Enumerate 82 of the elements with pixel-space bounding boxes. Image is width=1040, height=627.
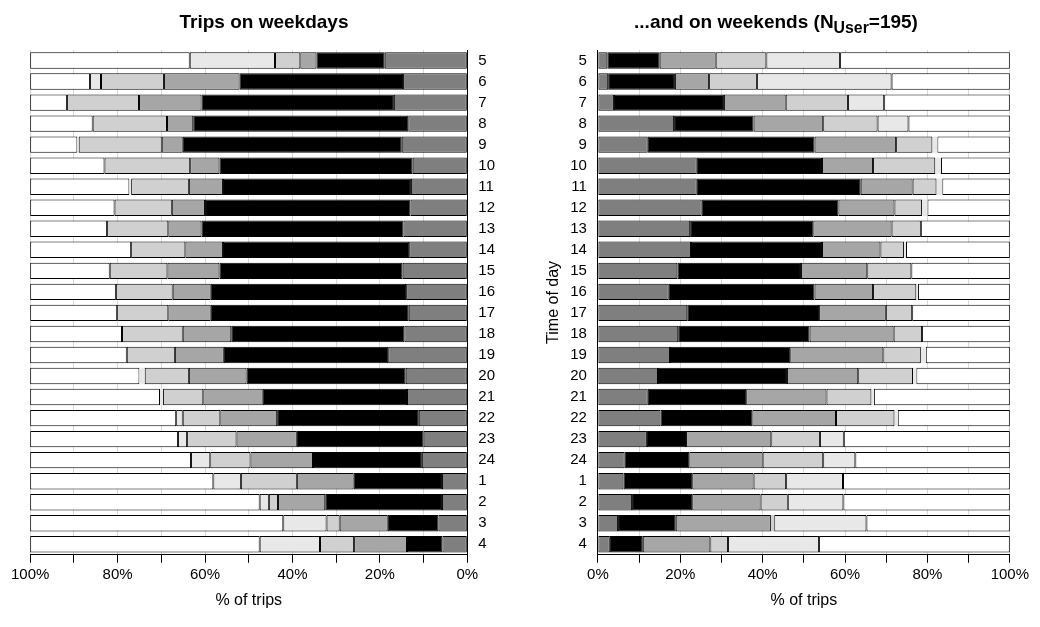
y-axis-title: Time of day	[544, 260, 562, 344]
bar	[613, 94, 724, 111]
bar	[871, 388, 874, 406]
y-tick-label: 15	[570, 260, 587, 278]
bar	[316, 52, 385, 69]
y-tick-label: 10	[478, 155, 495, 173]
y-tick-label: 5	[578, 50, 587, 68]
y-tick-label: 13	[478, 218, 495, 236]
y-tick-label: 22	[478, 408, 495, 426]
y-tick-label: 14	[478, 239, 495, 257]
y-tick-label: 13	[570, 218, 587, 236]
y-tick-label: 17	[478, 303, 495, 321]
x-axis-title: % of trips	[215, 590, 283, 608]
y-tick-label: 12	[478, 197, 495, 215]
x-tick-label: 0%	[456, 564, 479, 582]
bar	[936, 178, 943, 195]
x-tick-label: 20%	[364, 564, 395, 582]
y-tick-label: 16	[478, 282, 495, 300]
y-tick-label: 14	[570, 239, 587, 257]
bar	[922, 199, 928, 216]
y-tick-label: 21	[478, 387, 495, 405]
y-tick-label: 1	[478, 471, 487, 489]
bar	[935, 157, 942, 174]
y-tick-label: 19	[478, 345, 495, 363]
bar	[920, 346, 926, 364]
bar	[201, 94, 394, 111]
y-tick-label: 7	[578, 92, 587, 110]
bar	[932, 136, 938, 153]
x-tick-label: 60%	[830, 564, 861, 582]
y-tick-label: 11	[478, 176, 494, 194]
y-tick-label: 21	[570, 387, 587, 405]
x-tick-label: 40%	[277, 564, 308, 582]
y-tick-label: 2	[578, 492, 587, 510]
y-tick-label: 18	[478, 324, 495, 342]
y-tick-label: 20	[570, 366, 587, 384]
y-tick-label: 3	[578, 513, 587, 531]
y-tick-label: 19	[570, 345, 587, 363]
y-tick-label: 11	[571, 176, 587, 194]
y-tick-label: 9	[578, 134, 587, 152]
chart-title: ...and on weekends (N$_{User}$=195)	[634, 10, 918, 38]
bar	[903, 241, 907, 259]
y-tick-label: 20	[478, 366, 495, 384]
y-tick-label: 16	[570, 282, 587, 300]
y-tick-label: 6	[478, 71, 487, 89]
y-tick-label: 1	[578, 471, 587, 489]
bar	[239, 73, 404, 90]
bar	[182, 136, 402, 153]
y-tick-label: 2	[478, 492, 487, 510]
bar	[160, 388, 164, 406]
y-tick-label: 10	[570, 155, 587, 173]
y-tick-label: 17	[570, 303, 587, 321]
y-tick-label: 8	[578, 113, 587, 131]
bar	[193, 115, 409, 132]
y-tick-label: 3	[478, 513, 487, 531]
y-tick-label: 23	[570, 429, 587, 447]
y-tick-label: 12	[570, 197, 587, 215]
y-tick-label: 6	[578, 71, 587, 89]
x-tick-label: 0%	[587, 564, 609, 582]
x-tick-label: 80%	[102, 564, 133, 582]
y-tick-label: 7	[478, 92, 487, 110]
x-tick-label: 40%	[747, 564, 778, 582]
y-tick-label: 5	[478, 50, 487, 68]
y-tick-label: 18	[570, 324, 587, 342]
y-tick-label: 23	[478, 429, 495, 447]
y-tick-label: 4	[478, 534, 487, 552]
x-tick-label: 100%	[990, 564, 1030, 582]
x-tick-label: 80%	[912, 564, 943, 582]
bar	[139, 367, 145, 385]
y-tick-label: 24	[478, 450, 495, 468]
chart-title: Trips on weekdays	[179, 10, 349, 34]
y-tick-label: 15	[478, 260, 495, 278]
y-tick-label: 24	[570, 450, 587, 468]
bar	[607, 52, 660, 69]
y-tick-label: 8	[478, 113, 487, 131]
x-axis-title: % of trips	[770, 590, 838, 608]
y-tick-label: 4	[578, 534, 587, 552]
y-tick-label: 9	[478, 134, 487, 152]
x-tick-label: 100%	[10, 564, 50, 582]
y-tick-label: 22	[570, 408, 587, 426]
x-tick-label: 60%	[190, 564, 221, 582]
x-tick-label: 20%	[665, 564, 696, 582]
bar	[894, 409, 898, 427]
